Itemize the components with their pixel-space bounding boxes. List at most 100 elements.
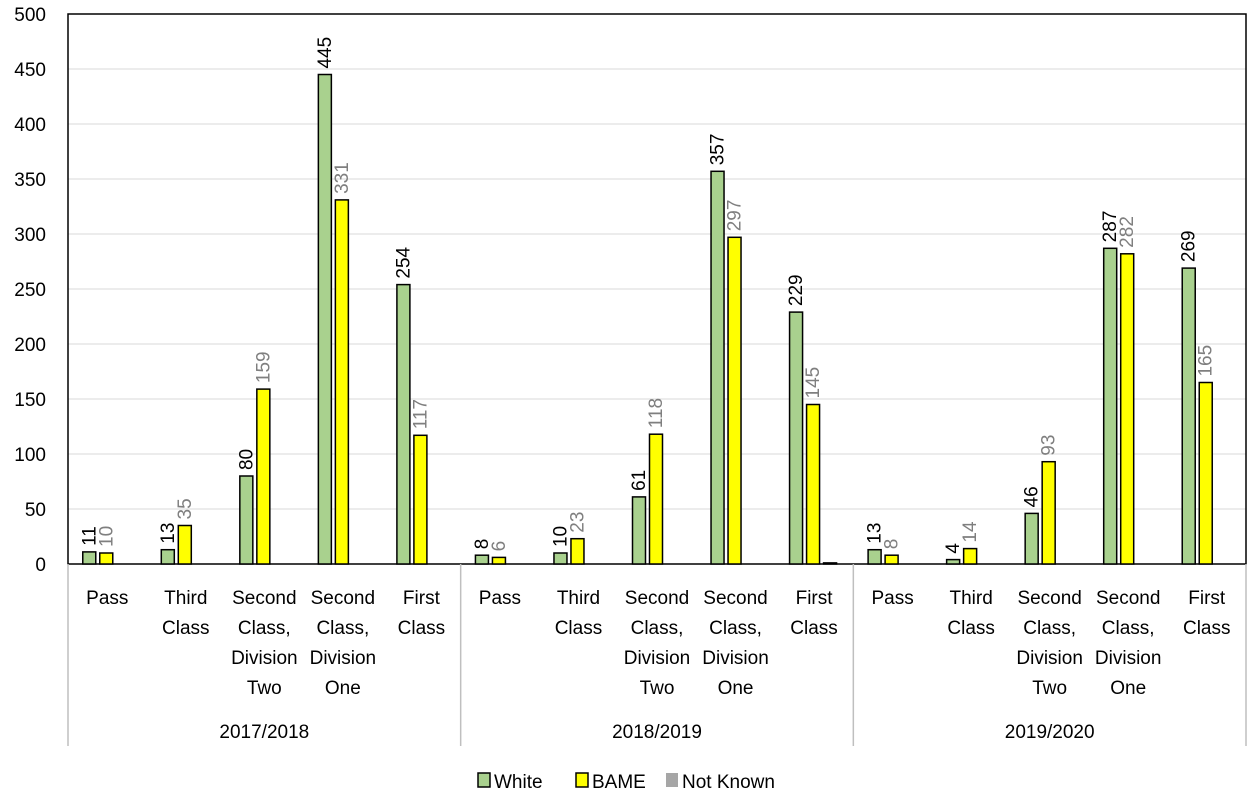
bar-white: [317, 73, 333, 565]
bar-white: [1024, 512, 1039, 565]
data-label: 10: [550, 526, 571, 547]
bar-white: [1181, 267, 1196, 565]
y-axis: 0 50 100 150 200 250 300 350 400 450 500: [14, 5, 46, 576]
data-label: 269: [1179, 230, 1200, 262]
legend-label: BAME: [592, 772, 646, 793]
data-label: 357: [708, 134, 729, 166]
bar-white: [553, 552, 568, 565]
y-tick-label: 350: [14, 170, 46, 191]
x-category-label: Division: [1095, 648, 1162, 669]
data-label: 297: [725, 200, 746, 232]
bar-bame: [256, 388, 271, 565]
data-label: 165: [1196, 345, 1217, 377]
x-category-label: Class,: [1023, 618, 1076, 639]
data-labels: 11 13 80 445 254 8 10 61 357 229 13 4 46 287 269 10 35 15…: [79, 37, 1216, 554]
y-tick-label: 100: [14, 445, 46, 466]
data-label: 8: [472, 539, 493, 550]
data-label: 11: [79, 526, 100, 546]
bar-white: [160, 548, 176, 565]
x-category-label: Two: [640, 678, 675, 699]
data-label: 117: [410, 399, 431, 429]
legend-swatch: [666, 773, 678, 787]
x-category-label: Two: [247, 678, 282, 699]
bar-white: [945, 558, 961, 565]
x-category-label: Division: [702, 648, 769, 669]
y-tick-label: 200: [14, 335, 46, 356]
data-label: 282: [1117, 216, 1138, 248]
bar-white: [474, 554, 490, 565]
x-category-label: Second: [1096, 588, 1160, 609]
y-tick-label: 0: [35, 555, 46, 576]
x-category-label: First: [403, 588, 441, 609]
bar-white: [396, 283, 411, 565]
data-label: 93: [1039, 435, 1060, 456]
data-label: 46: [1022, 486, 1043, 507]
legend-swatch: [477, 772, 491, 788]
bar-bame: [1119, 253, 1135, 565]
data-label: 14: [960, 521, 981, 543]
legend-label: Not Known: [682, 772, 775, 793]
x-category-label: Class,: [238, 618, 291, 639]
data-label: 10: [96, 526, 117, 547]
x-category-label: First: [1188, 588, 1226, 609]
x-category-label: One: [718, 678, 754, 699]
x-group-label: 2019/2020: [1005, 722, 1095, 743]
data-label: 13: [158, 523, 179, 544]
x-category-label: Division: [310, 648, 377, 669]
data-label: 6: [489, 541, 510, 552]
x-category-label: Third: [949, 588, 992, 609]
x-category-label: Second: [703, 588, 767, 609]
x-category-label: Second: [232, 588, 296, 609]
bar-not-known: [822, 562, 838, 565]
x-category-label: Class: [398, 618, 446, 639]
x-category-label: Class,: [1102, 618, 1155, 639]
data-label: 445: [315, 37, 336, 69]
x-category-label: Second: [311, 588, 375, 609]
bar-bame: [962, 547, 978, 565]
legend-label: White: [494, 772, 543, 793]
bar-white: [710, 170, 725, 565]
x-category-label: Class,: [631, 618, 684, 639]
x-category-label: Class: [162, 618, 210, 639]
data-label: 287: [1100, 211, 1121, 243]
bar-white: [239, 475, 254, 565]
x-category-label: Class: [790, 618, 838, 639]
bar-bame: [727, 236, 742, 565]
bar-bame: [99, 552, 114, 565]
bar-bame: [884, 554, 899, 565]
bar-white: [1102, 247, 1118, 565]
data-label: 80: [236, 449, 257, 470]
bar-bame: [334, 199, 350, 565]
data-label: 118: [646, 398, 667, 428]
legend-swatch: [575, 772, 589, 788]
x-group-label: 2017/2018: [219, 722, 309, 743]
x-category-label: Third: [557, 588, 600, 609]
bar-bame: [1198, 381, 1213, 565]
data-label: 159: [253, 351, 274, 383]
x-category-label: Division: [1016, 648, 1083, 669]
bar-bame: [1041, 460, 1056, 565]
x-category-label: Class: [555, 618, 603, 639]
x-category-label: Class,: [709, 618, 762, 639]
bar-bame: [805, 403, 821, 565]
x-category-label: Second: [625, 588, 689, 609]
x-category-label: Division: [624, 648, 691, 669]
x-category-label: First: [796, 588, 834, 609]
bar-bame: [570, 537, 585, 565]
bar-white: [631, 496, 647, 565]
data-label: 13: [865, 523, 886, 544]
x-category-label: One: [325, 678, 361, 699]
x-category-label: Pass: [479, 588, 521, 609]
x-axis: Pass Third Class Second Class, Division Two Sec…: [67, 564, 1247, 746]
y-tick-label: 400: [14, 115, 46, 136]
x-category-label: Second: [1017, 588, 1081, 609]
x-category-label: Class,: [316, 618, 369, 639]
data-label: 145: [803, 367, 824, 399]
bar-white: [867, 548, 882, 565]
bar-white: [788, 311, 804, 565]
y-tick-label: 450: [14, 60, 46, 81]
x-category-label: Division: [231, 648, 298, 669]
x-category-label: Pass: [86, 588, 128, 609]
data-label: 254: [393, 246, 414, 278]
